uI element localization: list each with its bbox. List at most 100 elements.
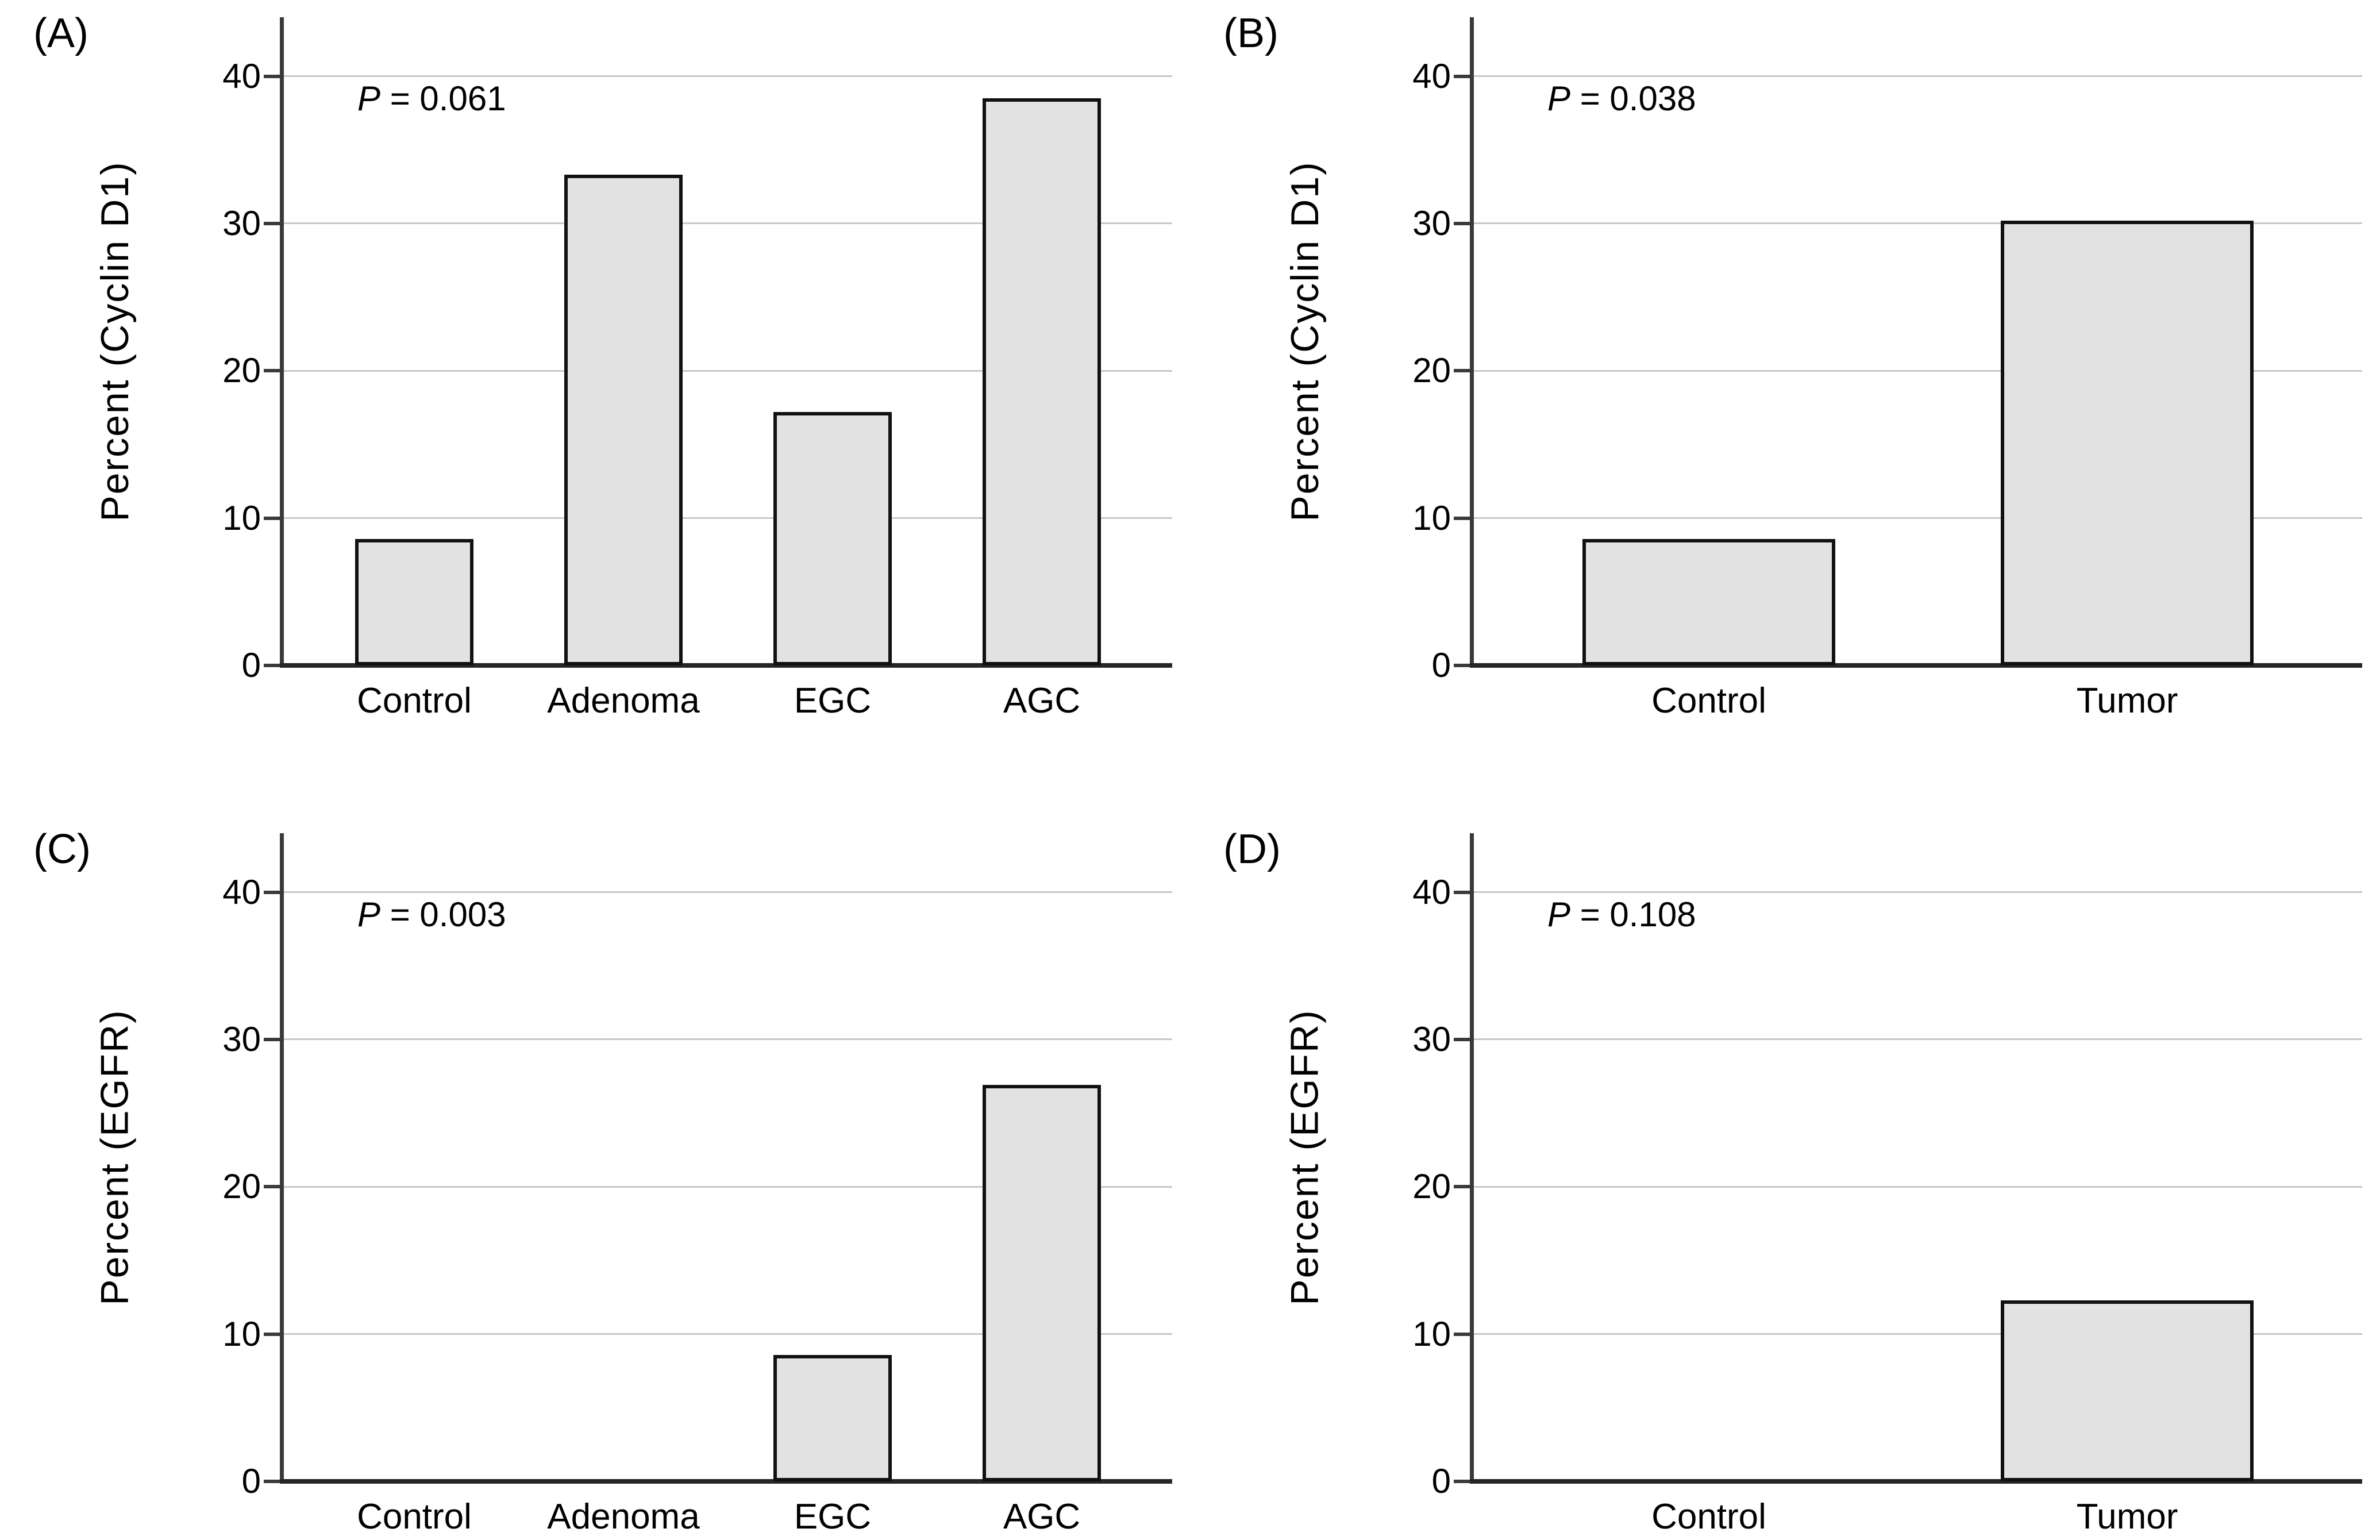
y-tick-label-0: 0 [1431, 1462, 1451, 1500]
plot-area: P = 0.108 0 10 20 30 40 Control Tumor [1412, 833, 2362, 1537]
gridline-20 [1474, 1185, 2362, 1188]
y-tick-label-10: 10 [222, 1314, 261, 1353]
y-tick-label-20: 20 [1412, 351, 1451, 390]
gridline-40 [1474, 75, 2362, 78]
panel-letter: (D) [1223, 826, 1281, 872]
x-axis-line [1470, 1479, 2362, 1484]
x-category-label-adenoma: Adenoma [547, 1497, 700, 1537]
x-category-label-egc: EGC [794, 1497, 872, 1537]
bar-slot-egc [728, 833, 937, 1481]
x-category-label-agc: AGC [1003, 1497, 1081, 1537]
bar-egc [773, 412, 892, 665]
bar-slot-control [310, 833, 519, 1481]
gridline-30 [1474, 222, 2362, 225]
y-axis-label-box: Percent (EGFR) [1219, 833, 1391, 1481]
y-tick-label-40: 40 [1412, 56, 1451, 95]
y-tick-label-30: 30 [222, 203, 261, 242]
bar-slot-agc [937, 833, 1146, 1481]
y-tick-label-20: 20 [1412, 1167, 1451, 1206]
y-tick-label-20: 20 [222, 351, 261, 390]
bar-adenoma [564, 175, 683, 665]
bar-tumor [2001, 1300, 2254, 1481]
y-tick-label-10: 10 [1412, 498, 1451, 537]
y-tick-label-40: 40 [1412, 872, 1451, 911]
p-value-annotation: P = 0.038 [1547, 82, 1696, 116]
x-category-label-control: Control [357, 1497, 472, 1537]
bar-slot-tumor [1918, 17, 2336, 665]
p-symbol: P [357, 895, 381, 934]
x-category-label-control: Control [357, 681, 472, 721]
y-tick-label-20: 20 [222, 1167, 261, 1206]
p-symbol: P [1547, 895, 1571, 934]
bar-control [1582, 538, 1835, 665]
y-tick-label-40: 40 [222, 56, 261, 95]
x-axis-line [1470, 663, 2362, 668]
x-labels-row: Control Tumor [1474, 681, 2362, 721]
p-value-annotation: P = 0.003 [357, 898, 506, 932]
p-value-annotation: P = 0.108 [1547, 898, 1696, 932]
y-tick-mark-0 [1454, 1480, 1474, 1483]
gridline-40 [284, 891, 1172, 894]
gridline-20 [1474, 369, 2362, 372]
y-tick-label-40: 40 [222, 872, 261, 911]
bar-slot-adenoma [519, 833, 728, 1481]
x-category-label-control: Control [1651, 1497, 1766, 1537]
y-tick-mark-40 [1454, 74, 1474, 78]
y-tick-label-30: 30 [1412, 1019, 1451, 1058]
y-tick-label-0: 0 [241, 646, 261, 684]
bar-slot-adenoma [519, 17, 728, 665]
bar-slot-tumor [1918, 833, 2336, 1481]
p-symbol: P [357, 79, 381, 118]
bars-row [1474, 17, 2362, 665]
panel-letter: (A) [33, 10, 88, 56]
y-axis-label-box: Percent (Cyclin D1) [29, 17, 201, 665]
bar-tumor [2001, 220, 2254, 665]
plot-area: P = 0.003 0 10 20 30 40 Control Adenoma EGC AGC [222, 833, 1172, 1537]
y-tick-mark-40 [264, 74, 284, 78]
gridline-20 [284, 1185, 1172, 1188]
x-category-label-adenoma: Adenoma [547, 681, 700, 721]
x-axis-line [280, 663, 1172, 668]
y-tick-label-10: 10 [222, 498, 261, 537]
panel-letter: (C) [33, 826, 91, 872]
x-category-label-agc: AGC [1003, 681, 1081, 721]
y-tick-mark-30 [1454, 221, 1474, 225]
y-axis-label-box: Percent (Cyclin D1) [1219, 17, 1391, 665]
x-axis-line [280, 1479, 1172, 1484]
bar-egc [773, 1354, 892, 1481]
p-symbol: P [1547, 79, 1571, 118]
bar-agc [983, 98, 1101, 665]
bar-agc [983, 1085, 1101, 1481]
y-tick-mark-10 [264, 516, 284, 520]
y-axis-label: Percent (EGFR) [93, 1009, 137, 1306]
y-tick-mark-30 [1454, 1037, 1474, 1041]
panel-b: (B) Percent (Cyclin D1) P = 0.038 0 10 20 3… [1190, 0, 2380, 770]
y-tick-mark-40 [264, 890, 284, 894]
y-tick-label-30: 30 [1412, 203, 1451, 242]
y-axis-label: Percent (Cyclin D1) [1283, 161, 1327, 522]
bar-slot-egc [728, 17, 937, 665]
x-labels-row: Control Tumor [1474, 1497, 2362, 1537]
y-tick-mark-30 [264, 221, 284, 225]
gridline-20 [284, 369, 1172, 372]
plot-area: P = 0.061 0 10 20 30 40 Control Adenoma EGC AGC [222, 17, 1172, 721]
y-tick-mark-20 [1454, 1185, 1474, 1189]
y-tick-mark-0 [264, 1480, 284, 1483]
bars-row [284, 17, 1172, 665]
y-tick-mark-40 [1454, 890, 1474, 894]
gridline-30 [284, 1038, 1172, 1041]
y-tick-label-0: 0 [1431, 646, 1451, 684]
y-tick-label-30: 30 [222, 1019, 261, 1058]
y-tick-mark-10 [264, 1332, 284, 1336]
bar-slot-agc [937, 17, 1146, 665]
plot-area: P = 0.038 0 10 20 30 40 Control Tumor [1412, 17, 2362, 721]
p-value-text: = 0.061 [380, 79, 506, 118]
y-tick-mark-30 [264, 1037, 284, 1041]
x-category-label-tumor: Tumor [2076, 1497, 2178, 1537]
panel-d: (D) Percent (EGFR) P = 0.108 0 10 20 30 40 Co… [1190, 770, 2380, 1540]
bar-slot-control [1500, 17, 1918, 665]
gridline-10 [1474, 517, 2362, 519]
gridline-10 [284, 517, 1172, 519]
x-labels-row: Control Adenoma EGC AGC [284, 681, 1172, 721]
